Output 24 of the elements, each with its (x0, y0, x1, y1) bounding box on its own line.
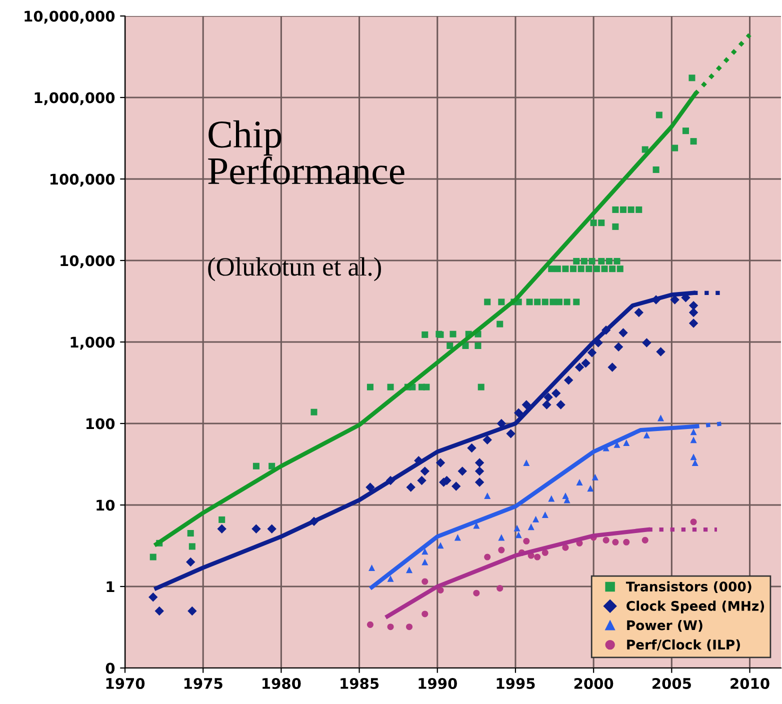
y-tick-label: 1,000,000 (34, 92, 115, 106)
y-tick-label: 10,000 (60, 255, 115, 268)
y-tick-label: 1,000 (70, 336, 115, 350)
annotation: Chip Performance (208, 120, 404, 184)
y-tick-label: 100,000 (50, 174, 115, 187)
legend-label: Perf/Clock (ILP) (627, 639, 740, 652)
legend-label: Power (W) (627, 620, 702, 632)
legend-label: Transistors (000) (626, 581, 752, 594)
x-tick-label: 2010 (730, 678, 770, 690)
legend-label: Clock Speed (MHz) (626, 600, 764, 614)
x-tick-label: 1970 (106, 678, 145, 690)
x-tick-label: 2000 (574, 678, 614, 690)
y-tick-label: 100 (86, 418, 115, 430)
y-tick-label: 1 (106, 581, 114, 592)
x-tick-label: 1975 (184, 678, 222, 690)
x-tick-label: 1985 (340, 678, 379, 690)
annotation: (Olukotun et al.) (208, 257, 381, 282)
x-tick-label: 1980 (262, 678, 301, 690)
y-tick-label: 10,000,000 (24, 10, 115, 24)
x-tick-label: 1995 (496, 678, 535, 690)
y-tick-label: 0 (106, 662, 115, 674)
x-tick-label: 2005 (652, 678, 691, 690)
y-tick-label: 10 (96, 500, 115, 511)
x-tick-label: 1990 (418, 678, 457, 690)
